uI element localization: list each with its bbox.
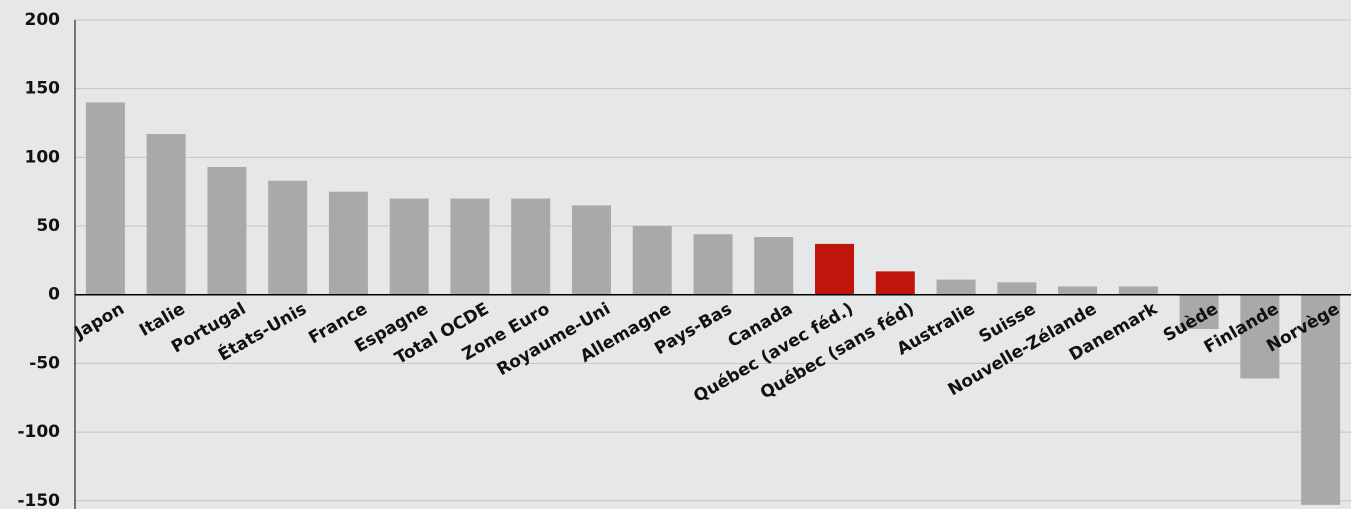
bar — [693, 234, 733, 295]
bar — [1058, 286, 1098, 295]
bar — [754, 237, 794, 295]
bar — [85, 102, 125, 295]
bar — [1179, 294, 1219, 330]
bar — [936, 279, 976, 295]
bar — [1118, 286, 1158, 295]
y-tick-label: 0 — [48, 285, 60, 305]
y-tick-label: -100 — [17, 422, 60, 442]
x-tick-label: Japon — [70, 299, 127, 344]
bar — [146, 134, 186, 295]
bar — [571, 205, 611, 295]
bar — [875, 271, 915, 295]
bar — [207, 166, 247, 295]
y-tick-label: 50 — [36, 216, 60, 236]
bar — [815, 243, 855, 295]
bar — [450, 198, 490, 295]
bar — [511, 198, 551, 295]
bar — [389, 198, 429, 295]
bar — [1240, 294, 1280, 379]
bar — [632, 226, 672, 295]
y-tick-label: -150 — [17, 491, 60, 509]
y-tick-label: 150 — [25, 79, 61, 99]
bar — [268, 180, 308, 295]
y-tick-label: 200 — [25, 10, 61, 30]
bar — [328, 191, 368, 295]
y-tick-label: -50 — [29, 353, 60, 373]
y-tick-label: 100 — [25, 147, 61, 167]
bar — [997, 282, 1037, 295]
bar — [1301, 294, 1341, 505]
